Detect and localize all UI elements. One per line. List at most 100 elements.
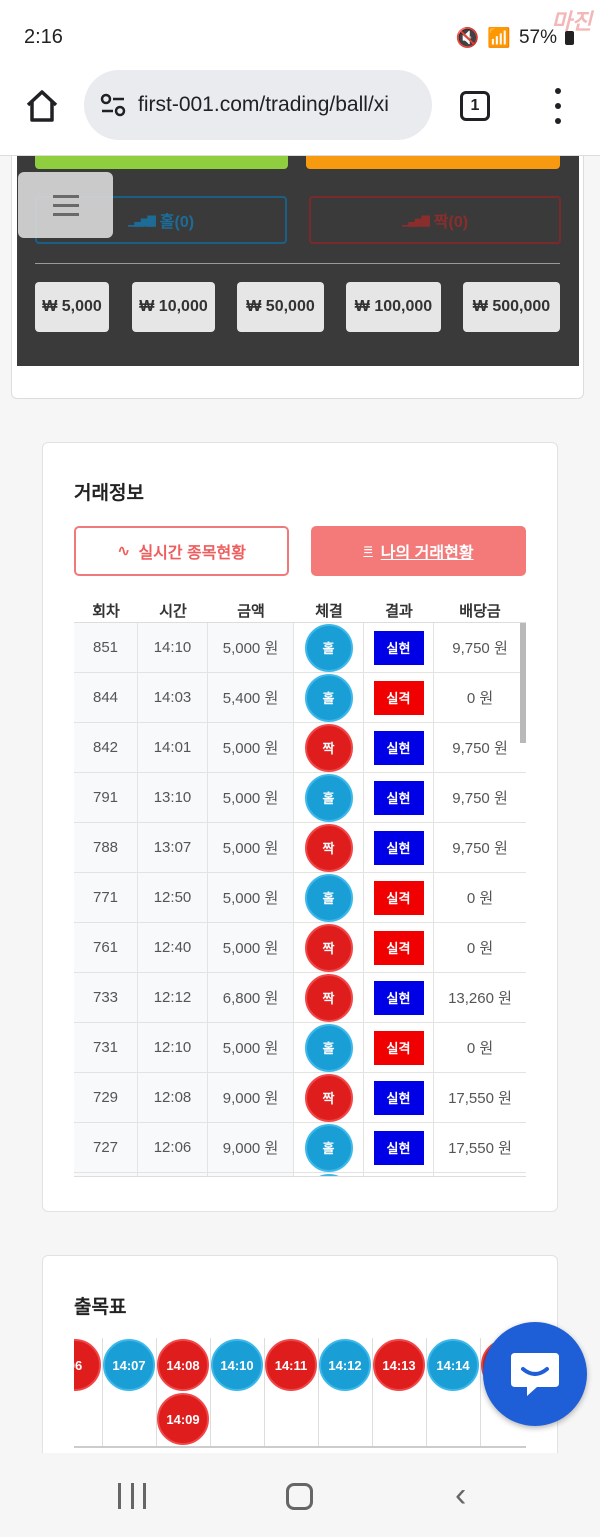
results-board-grid[interactable]: 0614:0714:0814:0914:1014:1114:1214:1314:… (74, 1338, 526, 1448)
column-header-time: 시간 (159, 602, 187, 620)
hamburger-menu-icon[interactable] (18, 172, 113, 238)
bet-even-button[interactable]: ▁▃▅▇ 짝(0) (309, 196, 561, 244)
board-ball: 14:14 (427, 1339, 479, 1391)
board-ball: 14:09 (157, 1393, 209, 1445)
cell-round: 842 (74, 723, 138, 772)
cell-result: 실격 (364, 923, 434, 972)
cell-result: 실현 (364, 1073, 434, 1122)
cell-amount: 5,000 원 (208, 873, 294, 922)
board-column (426, 1338, 480, 1446)
pick-ball: 홀 (304, 873, 353, 922)
board-column (480, 1338, 526, 1446)
cell-payout: 17,550 원 (448, 1140, 512, 1157)
column-header-pick: 체결 (315, 602, 343, 620)
trades-table-header: 회차 시간 금액 체결 결과 배당금 (74, 598, 526, 622)
overflow-menu-icon[interactable] (550, 88, 566, 124)
amount-button-5000[interactable]: ₩ 5,000 (35, 282, 109, 332)
cell-amount: 5,000 원 (208, 623, 294, 672)
cell-payout: 17,550 원 (448, 1090, 512, 1107)
odd-progress-bar (35, 156, 288, 169)
result-badge: 실현 (373, 830, 424, 865)
pulse-icon: ∿ (117, 543, 131, 560)
board-column (264, 1338, 318, 1446)
cell-round: 791 (74, 773, 138, 822)
cell-time: 14:03 (138, 673, 208, 722)
amount-button-500000[interactable]: ₩ 500,000 (463, 282, 560, 332)
cell-pick: 홀 (294, 1023, 364, 1072)
trading-info-title: 거래정보 (74, 483, 144, 504)
cell-payout: 13,260 원 (448, 990, 512, 1007)
cell-time: 12:06 (138, 1123, 208, 1172)
cell-amount: 9,000 원 (208, 1123, 294, 1172)
address-bar[interactable]: first-001.com/trading/ball/xi (84, 70, 432, 140)
table-row: 731 12:10 5,000 원 홀 실격 0 원 (74, 1023, 526, 1073)
cell-payout: 9,750 원 (452, 790, 508, 807)
recents-icon[interactable] (118, 1483, 146, 1509)
trades-table-body[interactable]: 851 14:10 5,000 원 홀 실현 9,750 원 844 14:03 5,400 원… (74, 622, 526, 1177)
wifi-icon: 📶 (487, 28, 511, 49)
tab-my-trades[interactable]: ≡ 나의 거래현황 (311, 526, 526, 576)
tab-switcher-button[interactable]: 1 (460, 91, 490, 121)
tab-realtime-status[interactable]: ∿ 실시간 종목현황 (74, 526, 289, 576)
table-row (74, 1173, 526, 1176)
list-icon: ≡ (363, 542, 373, 559)
table-row: 791 13:10 5,000 원 홀 실현 9,750 원 (74, 773, 526, 823)
home-icon[interactable] (24, 88, 60, 124)
signal-icon: ▁▃▅▇ (401, 214, 430, 227)
chat-bubble-icon (511, 1353, 559, 1396)
pick-ball: 홀 (304, 1023, 353, 1072)
cell-payout: 9,750 원 (452, 740, 508, 757)
table-row: 729 12:08 9,000 원 짝 실현 17,550 원 (74, 1073, 526, 1123)
result-badge: 실격 (373, 680, 424, 715)
back-icon[interactable]: ‹ (455, 1476, 467, 1514)
table-scrollbar[interactable] (520, 623, 526, 743)
board-ball: 14:08 (157, 1339, 209, 1391)
cell-pick: 홀 (294, 873, 364, 922)
mute-icon: 🔇 (455, 28, 480, 49)
board-ball: 14:12 (319, 1339, 371, 1391)
pick-ball: 짝 (304, 923, 353, 972)
cell-time: 14:01 (138, 723, 208, 772)
cell-amount: 5,400 원 (208, 673, 294, 722)
site-settings-icon[interactable] (100, 93, 126, 117)
cell-amount: 5,000 원 (208, 723, 294, 772)
board-ball: 14:11 (265, 1339, 317, 1391)
cell-amount: 5,000 원 (208, 823, 294, 872)
cell-result: 실현 (364, 723, 434, 772)
cell-round: 733 (74, 973, 138, 1022)
table-row: 844 14:03 5,400 원 홀 실격 0 원 (74, 673, 526, 723)
amount-button-10000[interactable]: ₩ 10,000 (132, 282, 215, 332)
home-nav-icon[interactable] (286, 1483, 313, 1510)
chat-button[interactable] (483, 1322, 587, 1426)
board-column (210, 1338, 264, 1446)
column-header-amount: 금액 (237, 602, 265, 620)
cell-result: 실격 (364, 1023, 434, 1072)
watermark-logo: 마진 (551, 9, 592, 34)
cell-amount: 6,800 원 (208, 973, 294, 1022)
cell-round: 727 (74, 1123, 138, 1172)
cell-payout: 0 원 (466, 1040, 494, 1057)
pick-ball: 짝 (304, 1073, 353, 1122)
cell-result: 실현 (364, 773, 434, 822)
cell-result: 실격 (364, 673, 434, 722)
cell-pick: 짝 (294, 823, 364, 872)
cell-pick: 짝 (294, 723, 364, 772)
url-text: first-001.com/trading/ball/xi (138, 93, 389, 116)
result-badge: 실현 (373, 1130, 424, 1165)
amount-button-100000[interactable]: ₩ 100,000 (346, 282, 441, 332)
column-header-round: 회차 (92, 602, 120, 620)
cell-result: 실현 (364, 1123, 434, 1172)
cell-result: 실현 (364, 623, 434, 672)
cell-pick: 짝 (294, 923, 364, 972)
cell-round: 844 (74, 673, 138, 722)
signal-icon: ▁▃▅▇ (127, 214, 156, 227)
cell-time: 12:50 (138, 873, 208, 922)
cell-payout: 0 원 (466, 890, 494, 907)
amount-button-50000[interactable]: ₩ 50,000 (237, 282, 324, 332)
cell-pick: 홀 (294, 1123, 364, 1172)
cell-payout: 9,750 원 (452, 640, 508, 657)
result-badge: 실현 (373, 730, 424, 765)
cell-round: 729 (74, 1073, 138, 1122)
status-icons: 🔇 📶 57% (456, 26, 574, 50)
table-row: 761 12:40 5,000 원 짝 실격 0 원 (74, 923, 526, 973)
